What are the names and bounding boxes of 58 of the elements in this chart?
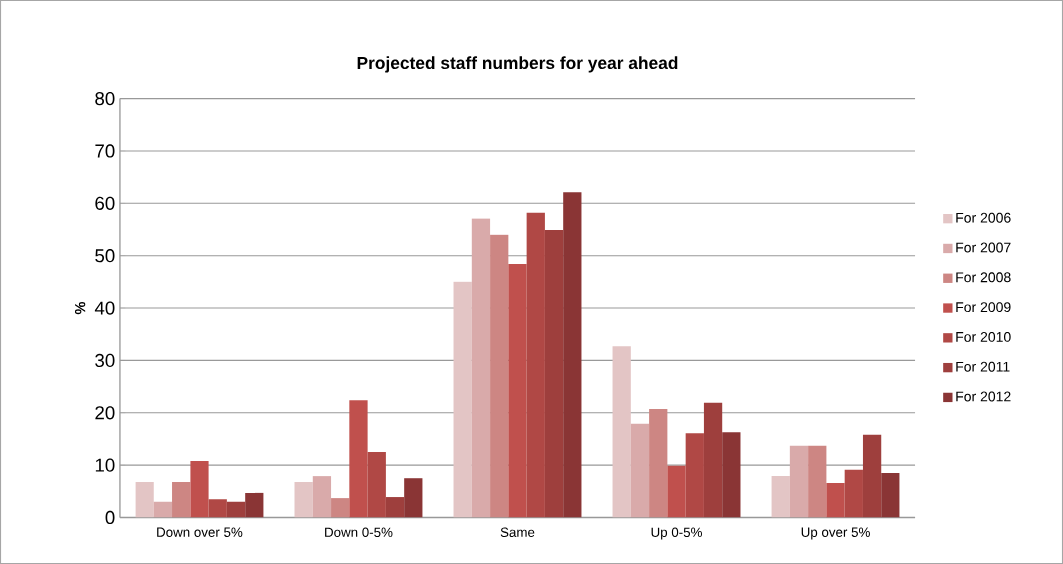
x-tick-label: Down 0-5% xyxy=(325,527,393,537)
bar xyxy=(526,212,545,518)
bar xyxy=(349,400,368,518)
bar xyxy=(135,481,154,518)
bar xyxy=(331,498,350,518)
legend-label: For 2006 xyxy=(956,212,1011,223)
bar xyxy=(490,234,509,518)
bar xyxy=(789,445,809,518)
y-tick-label: 70 xyxy=(95,144,115,158)
y-tick-label: 0 xyxy=(105,510,115,525)
x-tick-label: Up 0-5% xyxy=(651,527,702,540)
bar xyxy=(153,501,173,518)
bar xyxy=(703,402,723,518)
bar xyxy=(881,472,900,518)
bar xyxy=(190,460,209,518)
bar xyxy=(826,482,845,518)
y-tick-label: 20 xyxy=(95,406,115,420)
bar xyxy=(294,481,313,518)
y-tick-label: 80 xyxy=(95,91,115,106)
legend-label: For 2008 xyxy=(956,272,1011,283)
bar xyxy=(367,452,386,518)
x-tick-label: Same xyxy=(500,527,535,537)
legend-label: For 2012 xyxy=(956,391,1011,402)
bar xyxy=(771,476,790,518)
bar xyxy=(226,501,246,518)
y-tick-label: 60 xyxy=(95,196,115,210)
bar xyxy=(172,481,191,518)
y-axis-title: % xyxy=(74,301,86,315)
bar xyxy=(404,478,423,518)
bar xyxy=(862,434,882,518)
legend-label: For 2010 xyxy=(956,331,1011,342)
x-tick-label: Down over 5% xyxy=(157,527,243,537)
bar xyxy=(612,346,631,518)
legend-label: For 2011 xyxy=(956,361,1010,372)
bar xyxy=(808,445,827,518)
bar xyxy=(453,281,472,518)
y-tick-label: 40 xyxy=(94,301,115,315)
bar xyxy=(544,230,564,518)
bar xyxy=(385,497,405,518)
bar xyxy=(722,432,741,518)
legend-label: For 2007 xyxy=(956,242,1011,253)
bar xyxy=(844,469,863,518)
bar xyxy=(471,218,491,518)
y-tick-label: 50 xyxy=(95,249,115,263)
x-tick-label: Up over 5% xyxy=(801,527,870,540)
bar xyxy=(685,433,704,518)
bar xyxy=(649,409,668,518)
bar xyxy=(245,492,264,518)
bar xyxy=(563,192,582,518)
bar xyxy=(508,264,527,518)
bar xyxy=(667,465,686,518)
bar xyxy=(312,476,332,518)
bar xyxy=(208,499,227,518)
chart-title: Projected staff numbers for year ahead xyxy=(357,56,678,73)
y-tick-label: 10 xyxy=(95,458,115,472)
y-tick-label: 30 xyxy=(95,353,115,368)
legend-label: For 2009 xyxy=(956,302,1011,313)
bar xyxy=(630,423,650,518)
